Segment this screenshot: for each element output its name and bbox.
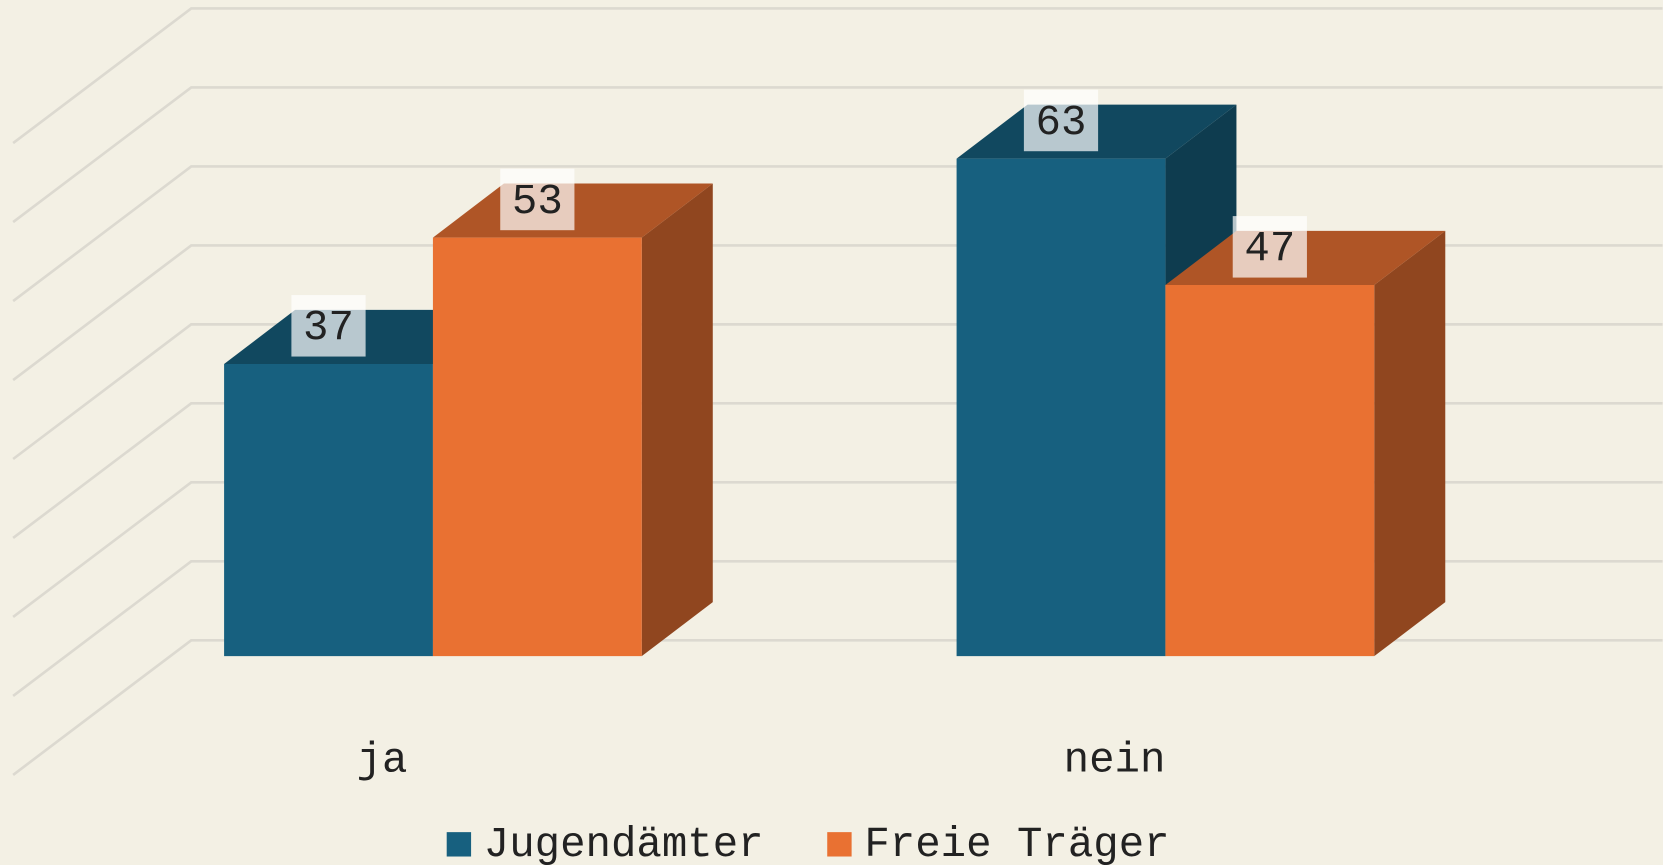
bar-front <box>432 237 642 657</box>
grid-line <box>12 7 1663 145</box>
bar-side <box>641 183 713 657</box>
x-tick-label: nein <box>1064 736 1166 784</box>
grid-line <box>12 86 1663 224</box>
data-label: 37 <box>303 304 354 352</box>
data-label-box <box>1232 216 1307 278</box>
bar-front <box>1165 284 1375 657</box>
legend-swatch <box>827 832 852 857</box>
bar <box>432 183 713 657</box>
data-label-box <box>1023 89 1099 152</box>
bar <box>1165 230 1446 657</box>
x-tick-label: ja <box>357 736 408 784</box>
bar-front <box>224 363 433 657</box>
data-label-box <box>500 168 575 231</box>
bar-front <box>956 158 1166 657</box>
bar-side <box>1374 230 1446 657</box>
legend-swatch <box>446 832 472 857</box>
legend-label: Jugendämter <box>484 821 764 865</box>
data-label: 53 <box>512 178 563 226</box>
data-label-box <box>291 295 366 357</box>
data-label: 63 <box>1036 99 1087 147</box>
data-label: 47 <box>1244 225 1295 273</box>
legend-label: Freie Träger <box>864 821 1169 865</box>
